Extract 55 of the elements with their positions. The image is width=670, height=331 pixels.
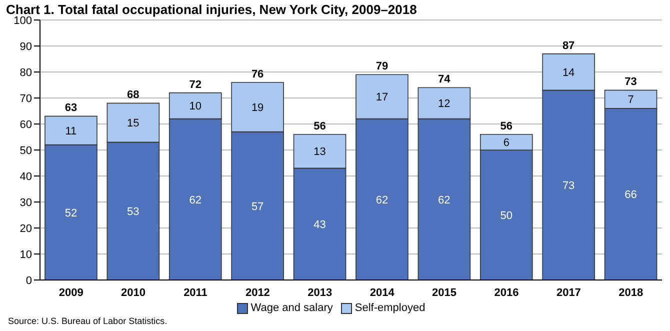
y-tick-label: 40 [20, 170, 32, 183]
data-label: 13 [314, 146, 326, 158]
data-label: 57 [251, 200, 264, 213]
data-label: 50 [500, 210, 512, 222]
y-tick-label: 20 [20, 222, 32, 235]
data-label: 17 [376, 92, 388, 104]
y-tick-label: 80 [20, 66, 32, 79]
x-tick-label: 2013 [308, 286, 332, 299]
x-tick-label: 2018 [618, 286, 644, 299]
x-tick-label: 2010 [121, 286, 146, 299]
y-tick-label: 50 [20, 144, 32, 157]
data-label: 15 [127, 118, 140, 130]
data-label: 62 [376, 194, 388, 206]
total-label: 63 [64, 102, 78, 114]
total-label: 68 [127, 89, 140, 102]
y-tick-label: 90 [20, 40, 32, 53]
total-label: 73 [624, 76, 637, 88]
x-tick-label: 2014 [370, 286, 396, 299]
data-label: 53 [127, 206, 140, 218]
y-tick-label: 100 [14, 14, 32, 27]
total-label: 56 [500, 120, 512, 132]
y-tick-label: 0 [26, 274, 32, 287]
x-tick-label: 2012 [245, 286, 270, 299]
data-label: 14 [562, 66, 575, 79]
data-label: 10 [189, 100, 202, 113]
data-label: 11 [65, 125, 77, 138]
data-label: 7 [628, 94, 634, 106]
data-label: 43 [314, 219, 326, 232]
total-label: 74 [438, 74, 452, 86]
data-label: 62 [189, 194, 202, 206]
data-label: 66 [624, 189, 637, 202]
y-tick-label: 10 [20, 248, 32, 261]
y-tick-label: 30 [20, 196, 32, 209]
legend-label: Self-employed [354, 302, 426, 314]
x-tick-label: 2015 [432, 286, 457, 299]
data-label: 52 [64, 207, 78, 220]
data-label: 62 [438, 194, 450, 206]
data-label: 19 [251, 102, 264, 114]
x-tick-label: 2016 [494, 286, 519, 299]
data-label: 6 [503, 137, 510, 150]
x-tick-label: 2011 [184, 286, 208, 299]
x-tick-label: 2017 [556, 286, 581, 299]
y-tick-label: 60 [20, 118, 32, 131]
x-tick-label: 2009 [58, 286, 84, 299]
total-label: 79 [376, 60, 388, 73]
y-tick-label: 70 [20, 92, 32, 105]
source-note: Source: U.S. Bureau of Labor Statistics. [8, 316, 168, 326]
total-label: 87 [562, 40, 575, 52]
chart-title: Chart 1. Total fatal occupational injuries, New York City, 2009–2018 [6, 2, 417, 17]
legend-label: Wage and salary [250, 302, 333, 314]
total-label: 76 [251, 68, 264, 80]
data-label: 12 [438, 98, 450, 110]
total-label: 56 [314, 120, 326, 132]
data-label: 73 [562, 180, 575, 192]
total-label: 72 [189, 78, 202, 91]
